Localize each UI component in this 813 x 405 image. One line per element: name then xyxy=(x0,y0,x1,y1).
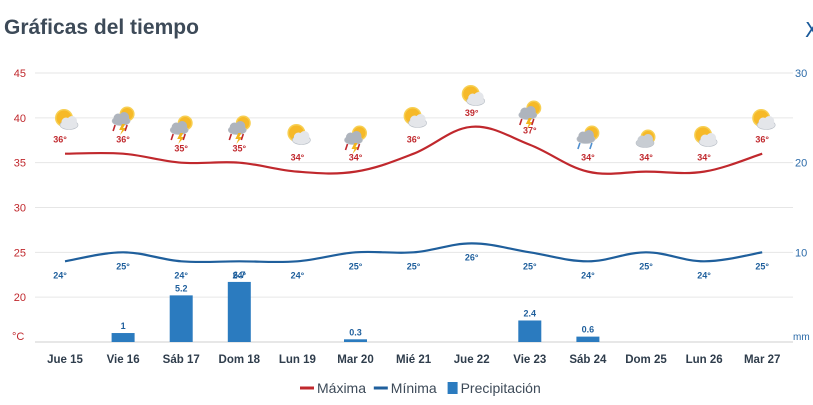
min-temp-label: 26° xyxy=(465,252,479,262)
x-tick-label: Mar 27 xyxy=(744,354,780,366)
y-tick-left: 20 xyxy=(14,292,26,304)
max-temp-line xyxy=(64,125,763,175)
y-tick-left: 40 xyxy=(14,113,26,125)
legend-item[interactable]: Máxima xyxy=(300,380,366,396)
min-temp-label: 25° xyxy=(116,261,130,271)
precip-bar xyxy=(169,295,193,342)
y-unit-right: mm xyxy=(793,332,810,343)
precip-bar xyxy=(227,281,251,342)
storm-icon xyxy=(344,125,367,154)
precip-bar xyxy=(111,333,135,342)
storm-icon xyxy=(228,115,251,144)
max-temp-label: 35° xyxy=(174,144,188,154)
min-temp-label: 24° xyxy=(581,270,595,280)
min-temp-label: 24° xyxy=(174,270,188,280)
precip-data-label: 6.7 xyxy=(233,270,246,280)
legend-label: Precipitación xyxy=(461,380,541,396)
min-temp-label: 25° xyxy=(639,261,653,271)
max-temp-label: 39° xyxy=(465,108,479,118)
precip-data-label: 0.3 xyxy=(349,327,362,337)
cloudy-icon xyxy=(635,129,656,148)
max-temp-label: 37° xyxy=(523,126,537,136)
max-temp-label: 36° xyxy=(407,135,421,145)
y-unit-left: °C xyxy=(12,331,24,343)
x-tick-label: Jue 22 xyxy=(454,354,490,366)
min-temp-label: 24° xyxy=(697,270,711,280)
max-temp-label: 34° xyxy=(349,153,363,163)
max-temp-label: 36° xyxy=(116,135,130,145)
legend-label: Mínima xyxy=(391,380,437,396)
y-tick-left: 25 xyxy=(14,247,26,259)
y-tick-left: 30 xyxy=(14,203,26,215)
min-temp-label: 24° xyxy=(53,270,67,280)
y-tick-right: 30 xyxy=(795,68,807,80)
sun-cloud-icon xyxy=(55,109,79,130)
max-temp-label: 36° xyxy=(755,135,769,145)
precip-data-label: 2.4 xyxy=(524,308,537,318)
max-temp-label: 36° xyxy=(53,135,67,145)
x-tick-label: Lun 26 xyxy=(686,354,723,366)
x-tick-label: Mié 21 xyxy=(396,354,432,366)
sun-cloud-icon xyxy=(752,109,776,130)
precip-data-label: 1 xyxy=(121,321,126,331)
page-title: Gráficas del tiempo xyxy=(4,16,199,39)
min-temp-label: 24° xyxy=(232,270,246,280)
sun-cloud-icon xyxy=(403,107,427,128)
x-tick-label: Dom 25 xyxy=(625,354,667,366)
max-temp-label: 34° xyxy=(291,153,305,163)
y-tick-left: 35 xyxy=(14,158,26,170)
x-tick-label: Dom 18 xyxy=(219,354,261,366)
legend-item[interactable]: Mínima xyxy=(373,380,437,396)
min-temp-label: 25° xyxy=(407,261,421,271)
x-tick-label: Lun 19 xyxy=(279,354,316,366)
max-temp-label: 35° xyxy=(232,144,246,154)
legend-item[interactable]: Precipitación xyxy=(447,380,541,396)
sun-cloud-icon xyxy=(461,85,486,106)
min-temp-label: 25° xyxy=(349,261,363,271)
legend-label: Máxima xyxy=(317,380,366,396)
precip-bar xyxy=(344,339,367,342)
x-tick-label: Vie 23 xyxy=(513,354,546,366)
sun-cloud-icon xyxy=(287,124,311,145)
storm-icon xyxy=(169,115,193,144)
y-tick-right: 20 xyxy=(795,158,807,170)
max-temp-label: 34° xyxy=(581,153,595,163)
storm-icon xyxy=(111,106,135,135)
min-temp-line xyxy=(64,242,763,264)
x-tick-label: Jue 15 xyxy=(47,354,83,366)
x-tick-label: Sáb 24 xyxy=(569,354,607,366)
y-tick-right: 10 xyxy=(795,247,807,259)
min-temp-label: 24° xyxy=(291,270,305,280)
precip-data-label: 5.2 xyxy=(175,283,188,293)
rain-icon xyxy=(576,125,600,150)
precip-bar xyxy=(518,320,542,342)
storm-icon xyxy=(518,100,542,129)
x-tick-label: Vie 16 xyxy=(107,354,140,366)
min-temp-label: 25° xyxy=(755,261,769,271)
y-tick-left: 45 xyxy=(14,68,26,80)
max-temp-label: 34° xyxy=(639,153,653,163)
precip-bar xyxy=(576,336,600,342)
x-tick-label: Mar 20 xyxy=(337,354,373,366)
max-temp-label: 34° xyxy=(697,153,711,163)
sun-cloud-icon xyxy=(694,126,718,147)
precip-data-label: 0.6 xyxy=(582,325,595,335)
min-temp-label: 25° xyxy=(523,261,537,271)
legend-swatch xyxy=(447,382,458,394)
x-tick-label: Sáb 17 xyxy=(163,354,200,366)
close-icon[interactable]: X xyxy=(805,18,813,42)
